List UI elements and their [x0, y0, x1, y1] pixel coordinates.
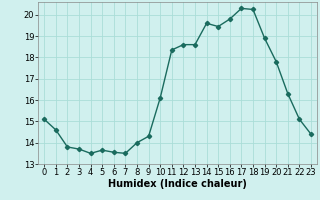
X-axis label: Humidex (Indice chaleur): Humidex (Indice chaleur): [108, 179, 247, 189]
